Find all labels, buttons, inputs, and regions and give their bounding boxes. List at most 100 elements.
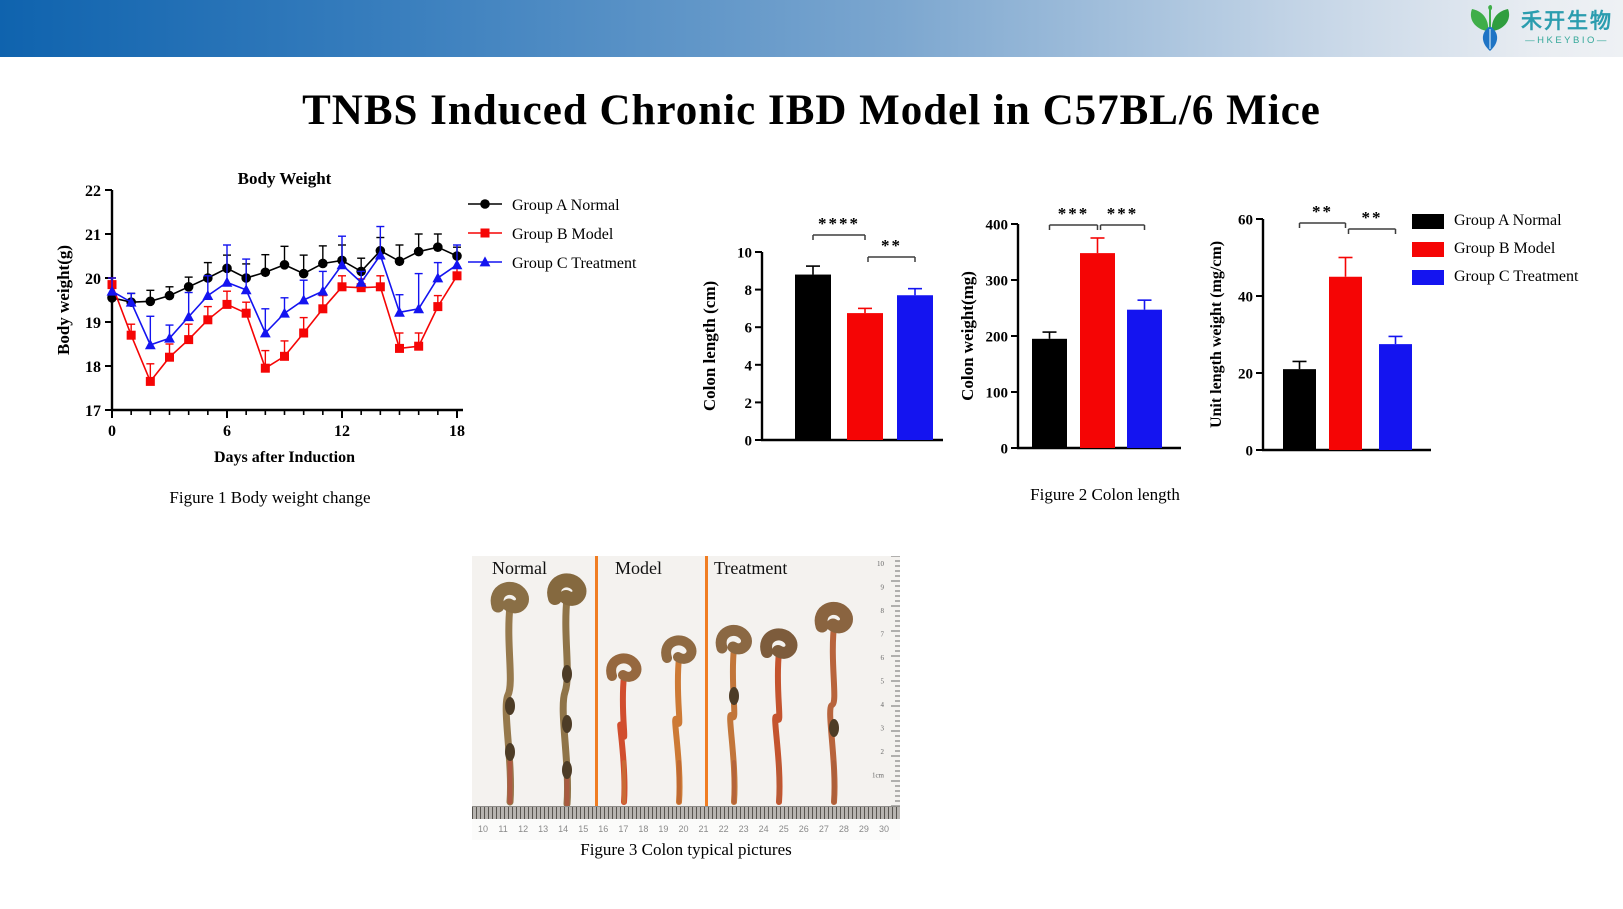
svg-text:300: 300 xyxy=(986,274,1009,290)
ruler-number: 20 xyxy=(678,824,689,834)
svg-text:0: 0 xyxy=(745,434,753,450)
svg-text:200: 200 xyxy=(986,330,1009,346)
logo-text-cn: 禾开生物 xyxy=(1521,10,1613,34)
ruler-number: 30 xyxy=(878,824,889,834)
ruler-number: 10 xyxy=(477,824,488,834)
ruler-number: 19 xyxy=(658,824,669,834)
photo-label-treatment: Treatment xyxy=(714,558,788,578)
top-gradient-bar xyxy=(0,0,1623,57)
logo-text-en: —HKEYBIO— xyxy=(1525,35,1609,47)
ruler-number: 28 xyxy=(838,824,849,834)
bar-group-c-treatment xyxy=(1379,344,1412,450)
svg-text:2: 2 xyxy=(881,748,885,756)
svg-text:22: 22 xyxy=(85,183,101,200)
colon-treat-3 xyxy=(814,602,853,805)
bar-group-c-treatment xyxy=(1127,309,1162,448)
svg-text:17: 17 xyxy=(85,403,101,420)
svg-text:7: 7 xyxy=(881,631,885,639)
figure2-caption: Figure 2 Colon length xyxy=(1030,485,1180,504)
ruler-number: 13 xyxy=(538,824,549,834)
svg-text:Group B Model: Group B Model xyxy=(512,226,614,243)
svg-text:100: 100 xyxy=(986,386,1009,402)
svg-text:***: *** xyxy=(1058,204,1090,223)
figure2-legend: Group A Normal Group B Model Group C Tre… xyxy=(1412,212,1579,297)
colon-normal-1 xyxy=(490,582,529,806)
colon-model-1 xyxy=(606,653,642,805)
bar-group-b-model xyxy=(847,313,883,440)
svg-text:Colon weight(mg): Colon weight(mg) xyxy=(958,271,977,401)
unit-length-weight-bar-chart: 0 20 40 60 Unit length weight (mg/cm) ** ** xyxy=(1208,202,1431,460)
svg-text:4: 4 xyxy=(745,358,753,374)
photo-label-model: Model xyxy=(615,558,662,578)
svg-text:1cm: 1cm xyxy=(872,772,885,780)
ruler-number: 14 xyxy=(558,824,569,834)
ruler-number: 11 xyxy=(498,824,508,834)
svg-text:6: 6 xyxy=(223,423,231,440)
legend-swatch-group-a xyxy=(1412,213,1444,229)
svg-text:Days after Induction: Days after Induction xyxy=(214,449,355,466)
bar-group-b-model xyxy=(1080,253,1115,448)
ruler-number: 12 xyxy=(518,824,529,834)
svg-text:0: 0 xyxy=(1246,444,1254,460)
legend-label-group-a: Group A Normal xyxy=(1454,212,1562,229)
svg-text:8: 8 xyxy=(745,283,753,299)
svg-text:****: **** xyxy=(818,214,860,233)
body-weight-line-chart: 17 18 19 20 21 22 0 6 12 18 Body Weight Body weight… xyxy=(55,169,637,466)
svg-text:60: 60 xyxy=(1238,213,1253,229)
ruler-number: 25 xyxy=(778,824,789,834)
svg-text:20: 20 xyxy=(1238,367,1253,383)
svg-text:20: 20 xyxy=(85,271,101,288)
colon-model-2 xyxy=(661,635,697,805)
colon-photo: 10 9 8 7 6 5 4 3 2 1cm Normal Model Treatment 10 1… xyxy=(472,556,900,840)
ruler-number: 18 xyxy=(638,824,649,834)
company-logo: 禾开生物 —HKEYBIO— xyxy=(1467,5,1613,52)
svg-text:Group C Treatment: Group C Treatment xyxy=(512,255,637,272)
svg-text:10: 10 xyxy=(877,560,885,568)
photo-divider-1 xyxy=(595,556,598,806)
ruler-number: 15 xyxy=(578,824,589,834)
svg-text:40: 40 xyxy=(1238,290,1253,306)
svg-text:21: 21 xyxy=(85,227,101,244)
legend-row-group-c: Group C Treatment xyxy=(1412,268,1579,285)
series-group-b-model xyxy=(107,266,462,386)
bar-group-b-model xyxy=(1329,276,1362,450)
photo-divider-2 xyxy=(705,556,708,806)
svg-text:5: 5 xyxy=(881,678,885,686)
ruler-number: 23 xyxy=(738,824,749,834)
svg-text:Body Weight: Body Weight xyxy=(238,169,332,188)
colon-normal-2 xyxy=(547,573,587,806)
svg-text:0: 0 xyxy=(108,423,116,440)
ruler-number: 26 xyxy=(798,824,809,834)
ruler-number: 27 xyxy=(818,824,829,834)
ruler-number: 16 xyxy=(598,824,609,834)
legend-row-group-b: Group B Model xyxy=(1412,240,1578,257)
colon-weight-bar-chart: 0 100 200 300 400 Colon weight(mg) *** *** xyxy=(958,204,1181,458)
svg-text:Group A Normal: Group A Normal xyxy=(512,197,620,214)
svg-text:Unit length weight (mg/cm): Unit length weight (mg/cm) xyxy=(1208,241,1225,428)
bar-group-a-normal xyxy=(1283,369,1316,450)
photo-ruler-numbers: 10 11 12 13 14 15 16 17 18 19 20 21 22 23 24 25 26 27 28 29… xyxy=(472,819,900,840)
svg-text:4: 4 xyxy=(881,701,885,709)
svg-text:**: ** xyxy=(881,236,902,255)
svg-text:10: 10 xyxy=(737,246,752,262)
legend-label-group-b: Group B Model xyxy=(1454,240,1556,257)
svg-text:8: 8 xyxy=(881,607,885,615)
svg-text:0: 0 xyxy=(1001,442,1009,458)
svg-text:18: 18 xyxy=(85,359,101,376)
svg-text:6: 6 xyxy=(881,654,885,662)
svg-text:2: 2 xyxy=(745,396,753,412)
ruler-number: 21 xyxy=(698,824,709,834)
bar-group-a-normal xyxy=(795,274,831,440)
legend-swatch-group-b xyxy=(1412,241,1444,257)
legend-label-group-c: Group C Treatment xyxy=(1454,268,1579,285)
svg-text:**: ** xyxy=(1362,208,1383,227)
colon-treat-2 xyxy=(760,628,798,805)
svg-text:Colon length (cm): Colon length (cm) xyxy=(700,281,719,411)
svg-text:400: 400 xyxy=(986,218,1009,234)
photo-label-normal: Normal xyxy=(492,558,547,578)
svg-text:**: ** xyxy=(1312,202,1333,221)
svg-text:9: 9 xyxy=(881,584,885,592)
svg-text:12: 12 xyxy=(334,423,350,440)
legend-swatch-group-c xyxy=(1412,269,1444,285)
